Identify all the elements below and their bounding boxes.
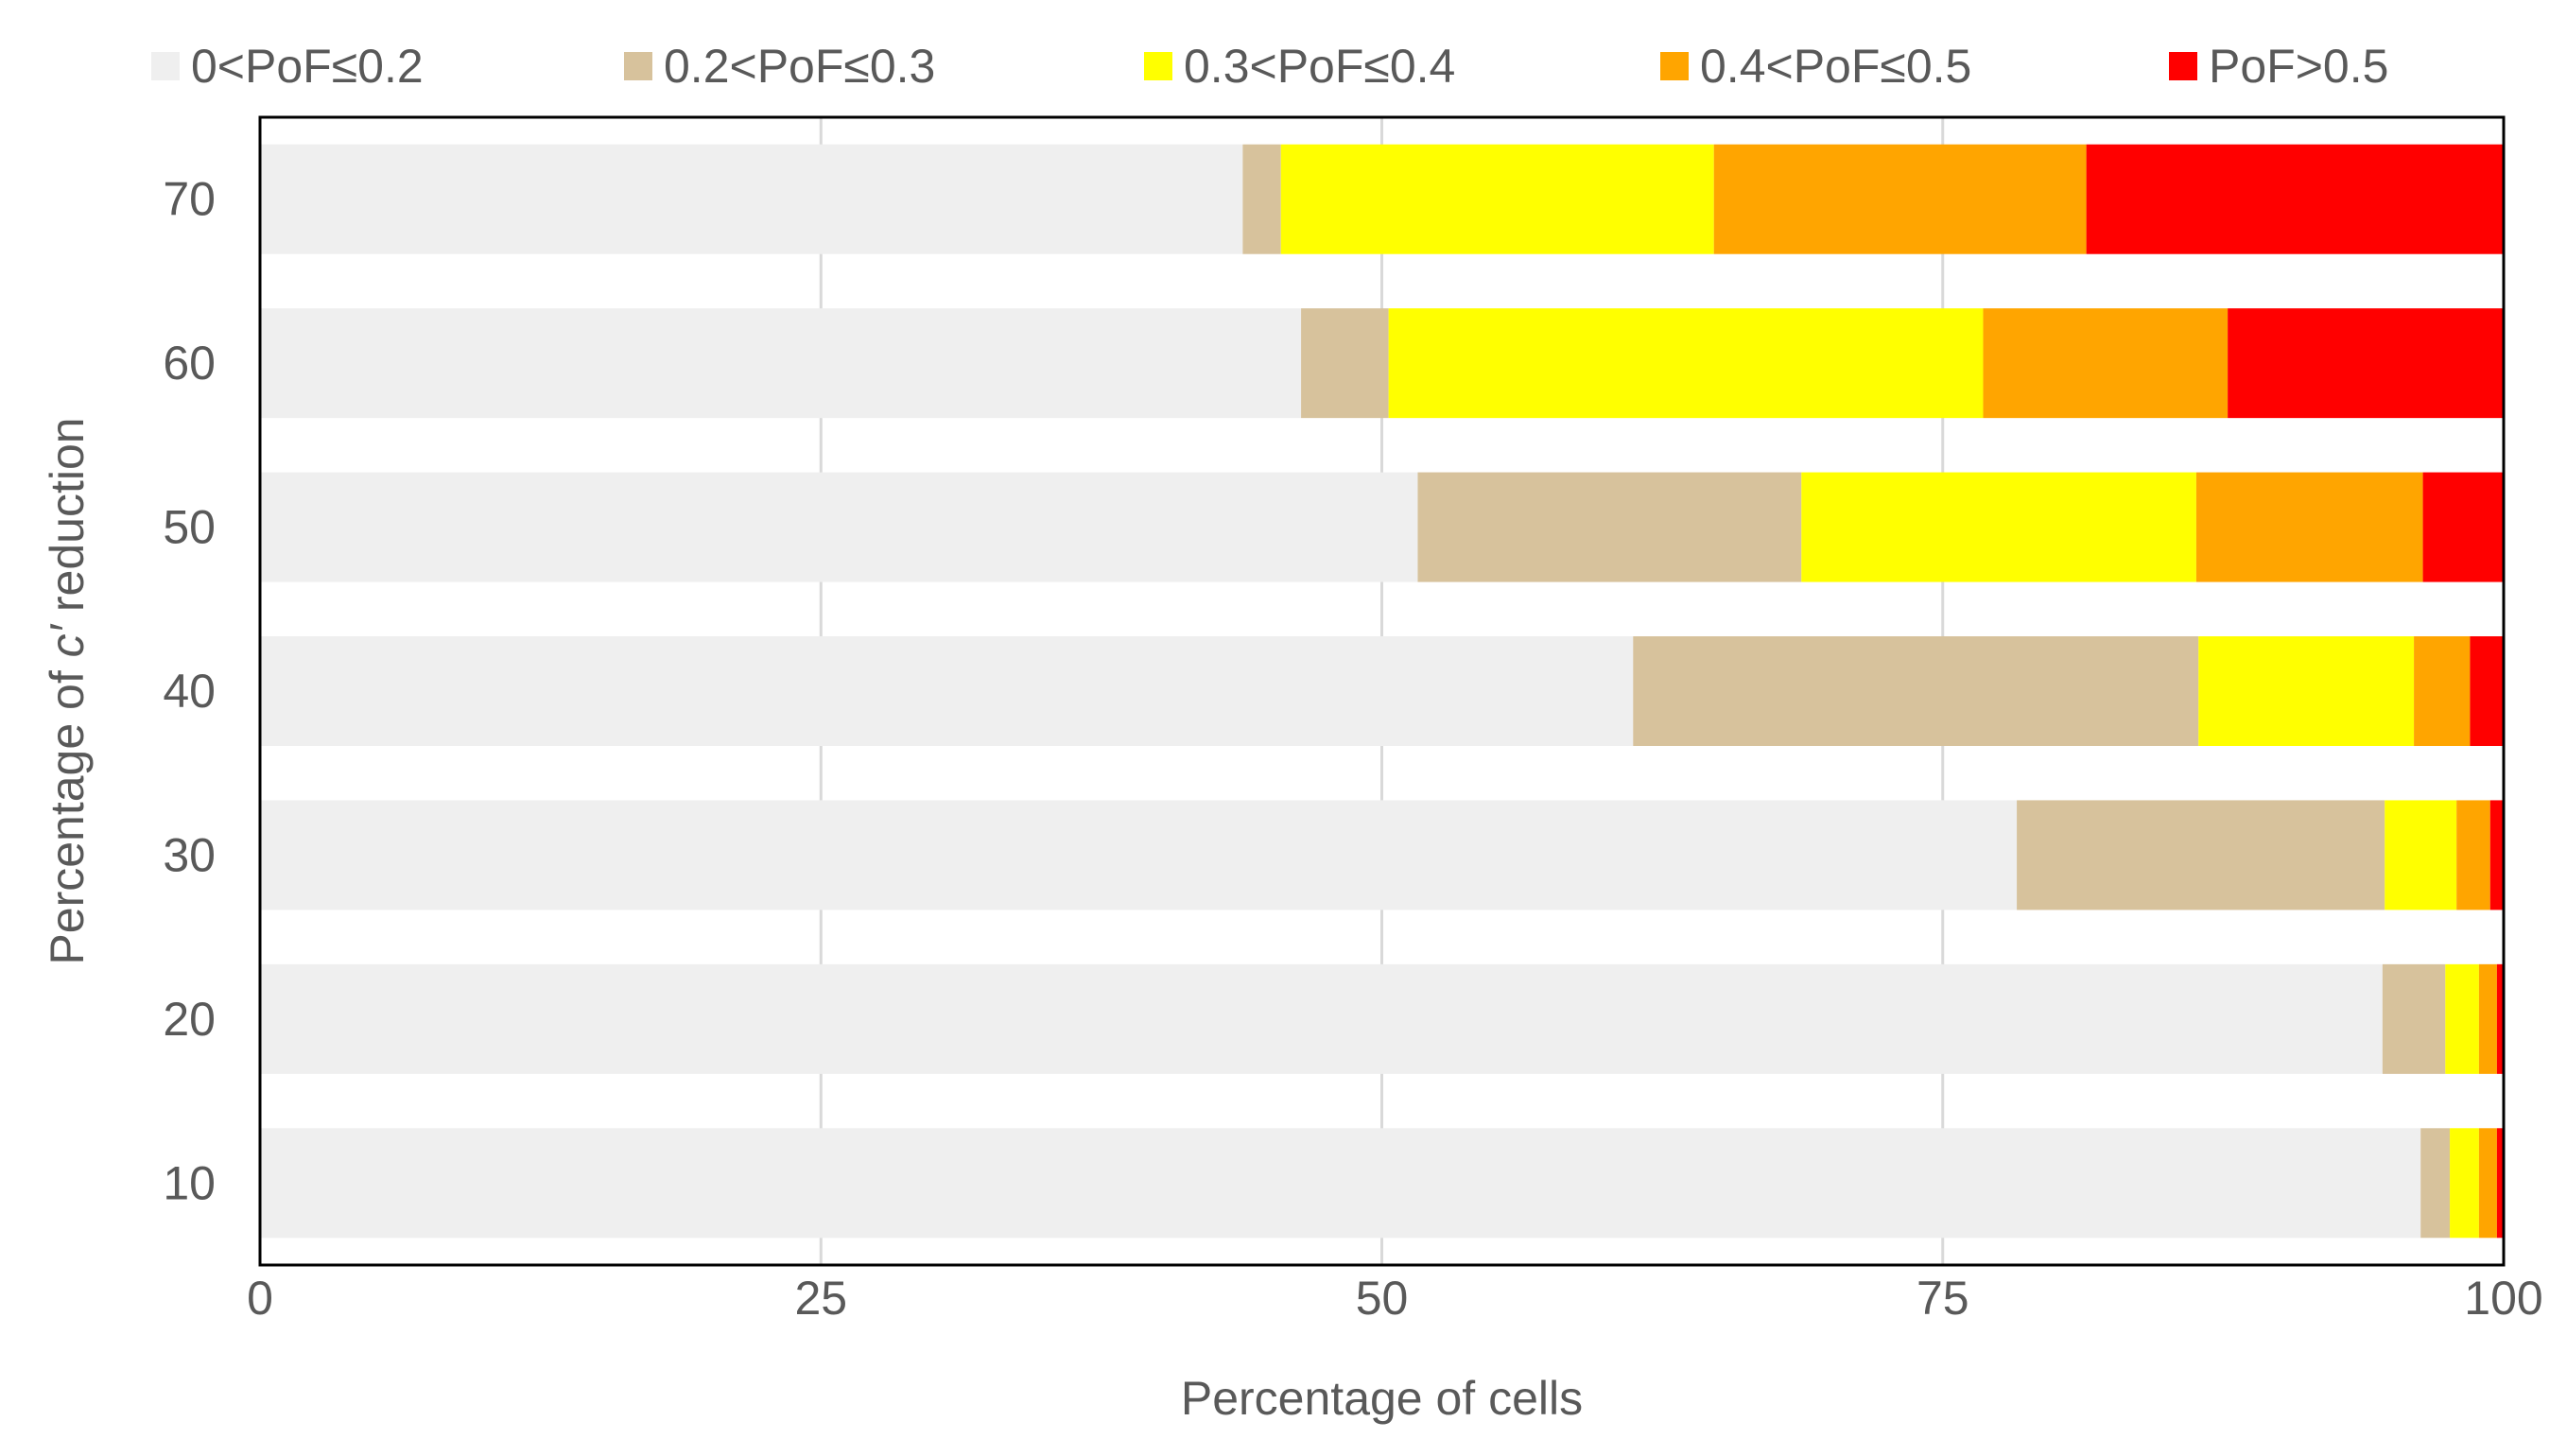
bar-segment — [260, 800, 2018, 910]
y-tick-label: 10 — [163, 1156, 216, 1209]
bar-segment — [260, 636, 1634, 746]
legend-item: PoF>0.5 — [2169, 28, 2388, 104]
x-tick-label: 100 — [2464, 1272, 2542, 1325]
bar-segment — [2228, 308, 2504, 419]
legend: 0<PoF≤0.2 0.2<PoF≤0.3 0.3<PoF≤0.4 0.4<PoF≤0… — [151, 28, 2477, 104]
y-tick-label: 30 — [163, 828, 216, 881]
bar-segment — [2422, 472, 2504, 582]
legend-swatch — [2169, 52, 2197, 80]
bar-segment — [2198, 636, 2415, 746]
legend-label: 0.2<PoF≤0.3 — [664, 40, 936, 93]
bar-segment — [2478, 963, 2497, 1074]
bar-segment — [260, 1128, 2421, 1239]
bar-segment — [1242, 144, 1281, 254]
bar-segment — [2420, 1128, 2451, 1239]
bar-segment — [1280, 144, 1714, 254]
legend-item: 0.3<PoF≤0.4 — [1144, 28, 1455, 104]
bar-segment — [260, 144, 1243, 254]
bar-segment — [1633, 636, 2199, 746]
bar-segment — [260, 308, 1302, 419]
bar-segment — [2496, 963, 2504, 1074]
bar-segment — [2414, 636, 2471, 746]
bar-segment — [2086, 144, 2504, 254]
bar-segment — [2496, 1128, 2504, 1239]
bar-segment — [1417, 472, 1802, 582]
bar-segment — [2450, 1128, 2479, 1239]
bar-segment — [1301, 308, 1389, 419]
plot-frame — [258, 115, 2506, 1267]
x-axis-title: Percentage of cells — [1181, 1372, 1583, 1425]
bar-segment — [2470, 636, 2504, 746]
y-tick-label: 40 — [163, 665, 216, 718]
y-tick-label: 70 — [163, 173, 216, 226]
bar-segment — [1713, 144, 2087, 254]
bar-segment — [2445, 963, 2479, 1074]
legend-label: 0.4<PoF≤0.5 — [1700, 40, 1972, 93]
y-tick-label: 20 — [163, 993, 216, 1046]
bar-segment — [1983, 308, 2229, 419]
bar-segment — [1801, 472, 2196, 582]
y-axis-title: Percentage of c′ reduction — [41, 417, 94, 964]
x-tick-label: 50 — [1356, 1272, 1409, 1325]
y-tick-label: 60 — [163, 337, 216, 390]
bar-segment — [2489, 800, 2504, 910]
legend-item: 0.4<PoF≤0.5 — [1660, 28, 1971, 104]
bar-segment — [2195, 472, 2423, 582]
y-axis-title-prefix: Percentage of — [41, 657, 94, 964]
legend-label: 0<PoF≤0.2 — [191, 40, 424, 93]
bar-segment — [2456, 800, 2490, 910]
x-tick-label: 0 — [247, 1272, 273, 1325]
legend-item: 0.2<PoF≤0.3 — [624, 28, 935, 104]
bar-segment — [260, 472, 1418, 582]
x-tick-label: 75 — [1917, 1272, 1969, 1325]
legend-label: 0.3<PoF≤0.4 — [1184, 40, 1456, 93]
y-axis-title-italic: c′ — [41, 623, 94, 657]
x-tick-label: 25 — [794, 1272, 847, 1325]
bar-segment — [2017, 800, 2385, 910]
legend-swatch — [1144, 52, 1172, 80]
bar-segment — [2478, 1128, 2497, 1239]
legend-item: 0<PoF≤0.2 — [151, 28, 424, 104]
legend-swatch — [624, 52, 652, 80]
y-tick-label: 50 — [163, 501, 216, 554]
legend-label: PoF>0.5 — [2209, 40, 2389, 93]
bar-segment — [2385, 800, 2457, 910]
bar-segment — [260, 963, 2383, 1074]
legend-swatch — [151, 52, 180, 80]
y-axis-title-suffix: reduction — [41, 417, 94, 625]
bar-segment — [2382, 963, 2446, 1074]
bar-segment — [1388, 308, 1984, 419]
legend-swatch — [1660, 52, 1689, 80]
